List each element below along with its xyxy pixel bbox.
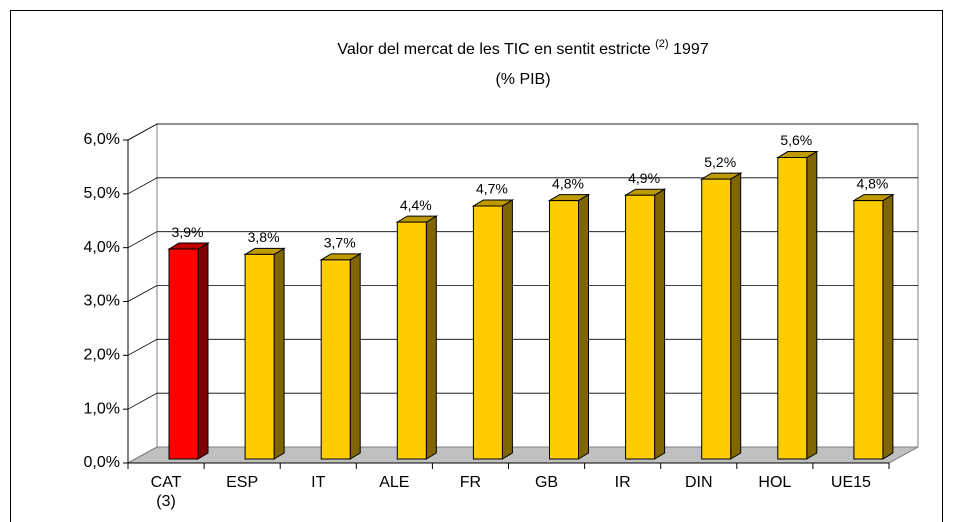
bar-side <box>882 193 894 460</box>
bar <box>699 172 743 460</box>
bar <box>395 215 439 460</box>
title-year: 1997 <box>673 41 709 58</box>
x-tick-label: FR <box>459 474 482 491</box>
grid-line <box>127 123 918 141</box>
value-label: 5,2% <box>704 154 736 170</box>
value-label: 4,7% <box>476 181 508 197</box>
title-note: (2) <box>655 38 668 50</box>
bar-side <box>349 252 361 460</box>
bar <box>852 193 895 460</box>
y-tick-label: 1,0% <box>84 400 120 417</box>
bar-side <box>578 193 589 460</box>
bar-front <box>549 200 579 460</box>
bar <box>167 242 210 460</box>
x-tick-label: DIN <box>684 474 713 491</box>
x-tick-label: UE15 <box>830 474 871 491</box>
x-tick-label: ESP <box>226 474 259 491</box>
value-label: 4,8% <box>856 175 888 191</box>
bar <box>319 252 363 460</box>
bar <box>623 188 667 460</box>
x-tick-label: ALE <box>379 474 410 491</box>
bar <box>775 150 819 460</box>
bar-front <box>396 221 427 460</box>
bar-front <box>472 205 503 460</box>
x-tick-label: CAT (3) <box>150 474 182 510</box>
chart-subtitle: (% PIB) <box>495 71 550 88</box>
y-tick-label: 0,0% <box>84 454 120 471</box>
bar-front <box>320 259 351 460</box>
grid-line <box>127 177 918 195</box>
bar-side <box>197 242 209 460</box>
title-main: Valor del mercat de les TIC en sentit es… <box>337 41 650 58</box>
bar <box>471 199 515 460</box>
value-label: 3,8% <box>248 229 280 245</box>
bar-side <box>654 188 666 460</box>
y-tick-label: 3,0% <box>84 293 120 310</box>
bar-side <box>425 215 437 460</box>
bar-front <box>625 194 656 460</box>
bar-side <box>806 150 818 460</box>
bar-front <box>853 200 884 460</box>
x-tick-label: HOL <box>758 474 792 491</box>
bar <box>547 193 591 460</box>
bar-side <box>273 247 285 460</box>
x-tick-label: GB <box>534 474 559 491</box>
bar-side <box>501 199 513 460</box>
y-tick-label: 4,0% <box>84 239 120 256</box>
value-label: 5,6% <box>780 132 812 148</box>
chart-title: Valor del mercat de les TIC en sentit es… <box>337 38 708 58</box>
value-label: 3,7% <box>324 235 356 251</box>
bar-side <box>730 172 742 460</box>
bar-front <box>701 178 732 460</box>
bar-front <box>777 157 808 460</box>
bar <box>243 247 286 460</box>
x-tick-label: IR <box>614 474 631 491</box>
y-tick-label: 5,0% <box>84 185 120 202</box>
x-tick-label: IT <box>311 474 326 491</box>
value-label: 4,9% <box>628 170 660 186</box>
y-tick-label: 2,0% <box>84 347 120 364</box>
value-label: 3,9% <box>172 224 204 240</box>
value-label: 4,4% <box>400 197 432 213</box>
bar-front <box>168 248 199 460</box>
value-label: 4,8% <box>552 175 584 191</box>
bar-front <box>244 253 275 460</box>
y-tick-label: 6,0% <box>84 131 120 148</box>
